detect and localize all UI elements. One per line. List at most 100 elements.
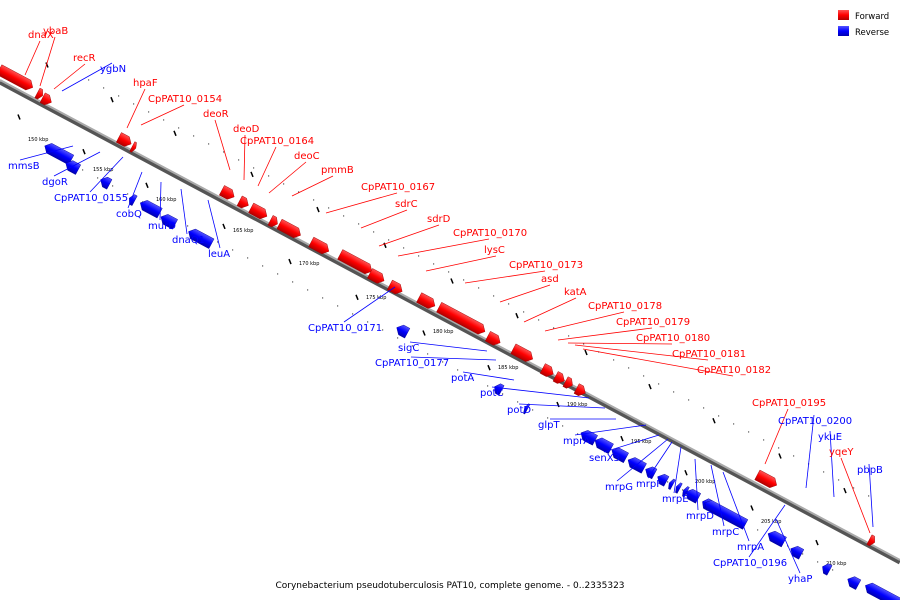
leader-line bbox=[764, 408, 789, 465]
guide-dot bbox=[457, 369, 459, 371]
gene-label-cppat10-0164: CpPAT10_0164 bbox=[240, 136, 314, 147]
gene-label-pmmb: pmmB bbox=[321, 165, 354, 176]
tick-mark-outer bbox=[648, 383, 652, 390]
reverse-gene-feature bbox=[100, 176, 113, 190]
genome-axis bbox=[0, 79, 900, 565]
forward-gene-feature bbox=[367, 268, 385, 284]
reverse-gene-feature bbox=[580, 430, 598, 446]
guide-dot bbox=[403, 247, 405, 249]
leader-line bbox=[616, 438, 669, 482]
gene-label-cppat10-0178: CpPAT10_0178 bbox=[588, 301, 662, 312]
leader-line bbox=[126, 88, 146, 129]
tick-mark-inner bbox=[556, 401, 560, 408]
guide-dot bbox=[568, 335, 570, 337]
leader-line bbox=[89, 156, 124, 193]
guide-dot bbox=[187, 225, 189, 227]
gene-label-mrpa: mrpA bbox=[737, 542, 764, 553]
guide-dot bbox=[523, 311, 525, 313]
leader-line bbox=[140, 104, 185, 126]
tick-mark-outer bbox=[843, 487, 847, 494]
leader-line bbox=[574, 424, 647, 436]
guide-dot bbox=[97, 177, 99, 179]
guide-dot bbox=[562, 425, 564, 427]
gene-label-deor: deoR bbox=[203, 109, 229, 120]
reverse-gene-feature bbox=[494, 383, 505, 396]
tick-mark-inner bbox=[222, 223, 226, 230]
leader-line bbox=[39, 36, 56, 87]
leader-line bbox=[425, 255, 497, 272]
reverse-gene-feature bbox=[847, 576, 862, 590]
legend-forward-swatch bbox=[838, 10, 849, 20]
guide-dot bbox=[277, 273, 279, 275]
guide-dot bbox=[112, 185, 114, 187]
guide-dot bbox=[757, 529, 759, 531]
tick-mark-inner bbox=[750, 505, 754, 511]
reverse-gene-feature bbox=[657, 473, 670, 487]
guide-dot bbox=[853, 487, 855, 489]
tick-label: 205 kbp bbox=[761, 519, 781, 525]
guide-dot bbox=[613, 359, 615, 361]
guide-dot bbox=[487, 385, 489, 387]
gene-label-cppat10-0195: CpPAT10_0195 bbox=[752, 398, 826, 409]
leader-line bbox=[464, 270, 546, 284]
tick-mark-inner bbox=[145, 182, 149, 189]
leader-line bbox=[325, 192, 398, 214]
tick-mark-outer bbox=[250, 171, 254, 178]
guide-dot bbox=[748, 431, 750, 433]
leader-line bbox=[127, 171, 143, 209]
leader-line bbox=[159, 181, 162, 221]
gene-label-mrpg: mrpG bbox=[605, 482, 633, 493]
leader-line bbox=[19, 145, 74, 161]
leader-line bbox=[343, 286, 396, 323]
gene-label-cppat10-0171: CpPAT10_0171 bbox=[308, 323, 382, 334]
guide-dot bbox=[838, 479, 840, 481]
gene-label-sigc: sigC bbox=[398, 343, 419, 354]
forward-gene-feature bbox=[510, 343, 533, 362]
guide-dot bbox=[463, 279, 465, 281]
tick-mark-outer bbox=[173, 130, 177, 137]
tick-label: 195 kbp bbox=[631, 439, 651, 445]
leader-line bbox=[207, 199, 221, 249]
guide-dot bbox=[508, 303, 510, 305]
leader-line bbox=[710, 464, 725, 527]
guide-dot bbox=[532, 409, 534, 411]
gene-label-cppat10-0180: CpPAT10_0180 bbox=[636, 333, 710, 344]
guide-dot bbox=[307, 289, 309, 291]
guide-dot bbox=[388, 239, 390, 241]
leader-line bbox=[574, 344, 709, 361]
tick-mark-outer bbox=[450, 278, 454, 284]
gene-label-pbpb: pbpB bbox=[857, 465, 883, 476]
legend: Forward Reverse bbox=[838, 10, 889, 38]
guide-dot bbox=[418, 255, 420, 257]
leader-line bbox=[694, 458, 699, 511]
forward-gene-feature bbox=[436, 302, 486, 335]
leader-line bbox=[840, 457, 871, 534]
guide-dot bbox=[823, 471, 825, 473]
gene-label-cppat10-0170: CpPAT10_0170 bbox=[453, 228, 527, 239]
forward-gene-feature bbox=[337, 249, 373, 275]
gene-label-deoc: deoC bbox=[294, 151, 320, 162]
reverse-gene-feature bbox=[627, 457, 647, 474]
gene-label-recr: recR bbox=[73, 53, 96, 64]
reverse-gene-feature bbox=[668, 478, 676, 490]
guide-dot bbox=[433, 263, 435, 265]
leader-line bbox=[180, 188, 188, 235]
leader-line bbox=[53, 151, 101, 177]
guide-dot bbox=[667, 481, 669, 483]
leader-line bbox=[557, 327, 653, 341]
gene-label-ykue: ykuE bbox=[818, 432, 842, 443]
gene-label-kata: katA bbox=[564, 287, 587, 298]
guide-dot bbox=[163, 119, 165, 121]
gene-label-yhap: yhaP bbox=[788, 574, 812, 585]
forward-gene-feature bbox=[539, 363, 554, 377]
tick-label: 160 kbp bbox=[156, 197, 176, 203]
reverse-gene-feature bbox=[822, 563, 833, 576]
guide-dot bbox=[538, 319, 540, 321]
leader-line bbox=[61, 62, 113, 92]
gene-label-leua: leuA bbox=[208, 249, 230, 260]
tick-mark-outer bbox=[45, 62, 49, 68]
leader-line bbox=[748, 504, 786, 558]
guide-dot bbox=[868, 495, 870, 497]
forward-gene-feature bbox=[248, 202, 268, 220]
gene-label-cppat10-0167: CpPAT10_0167 bbox=[361, 182, 435, 193]
